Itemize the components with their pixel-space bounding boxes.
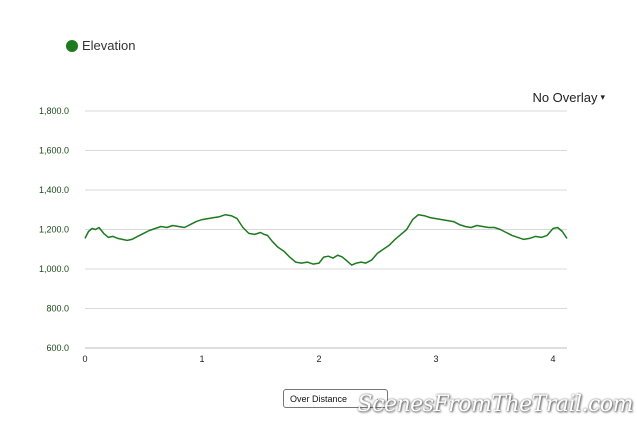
distance-mode-select[interactable]: Over Distance ⌄ <box>283 389 388 408</box>
chart-legend[interactable]: Elevation <box>66 38 135 53</box>
x-tick-label: 4 <box>550 354 555 364</box>
series-line-elevation[interactable] <box>84 213 568 266</box>
y-tick-label: 600.0 <box>46 343 69 353</box>
y-tick-label: 1,600.0 <box>39 146 69 156</box>
series-layer <box>84 213 568 266</box>
dropdown-arrow-icon: ▾ <box>600 92 605 102</box>
y-tick-label: 1,800.0 <box>39 106 69 116</box>
y-tick-label: 800.0 <box>46 304 69 314</box>
y-tick-label: 1,000.0 <box>39 264 69 274</box>
overlay-dropdown[interactable]: No Overlay ▾ <box>532 90 605 105</box>
overlay-label: No Overlay <box>532 90 598 105</box>
x-tick-label: 1 <box>199 354 204 364</box>
watermark-logo: ScenesFromTheTrail.com <box>357 392 634 417</box>
chevron-down-icon: ⌄ <box>375 394 382 403</box>
legend-label: Elevation <box>82 38 136 53</box>
x-tick-label: 0 <box>82 354 87 364</box>
legend-marker-icon <box>66 39 78 52</box>
y-axis-ticks: 600.0 800.0 1,000.0 1,200.0 1,400.0 1,600.0 1,… <box>39 106 69 353</box>
select-value: Over Distance <box>290 393 348 404</box>
y-tick-label: 1,400.0 <box>39 185 69 195</box>
grid-lines <box>85 110 567 349</box>
x-axis-ticks: 0 1 2 3 4 <box>82 354 555 364</box>
x-tick-label: 2 <box>316 354 321 364</box>
y-tick-label: 1,200.0 <box>39 225 69 235</box>
x-tick-label: 3 <box>433 354 438 364</box>
